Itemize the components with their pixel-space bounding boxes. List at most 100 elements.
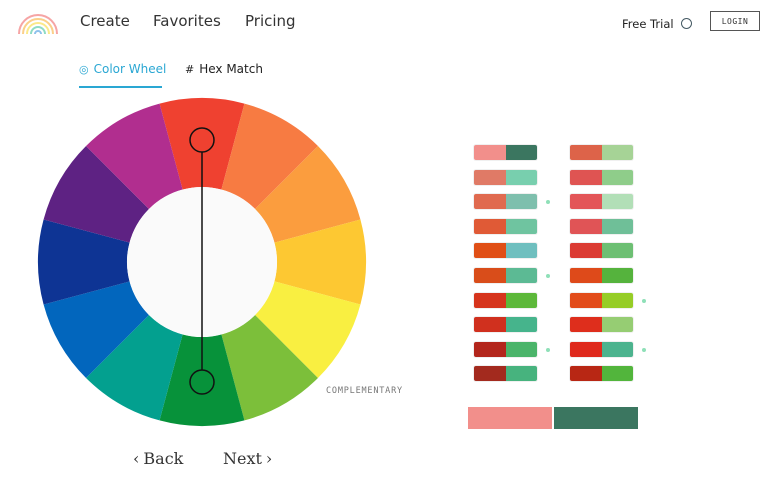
- color-swatch[interactable]: [505, 341, 537, 357]
- color-swatch[interactable]: [474, 243, 506, 259]
- nav-pricing[interactable]: Pricing: [245, 12, 296, 30]
- wheel-segment[interactable]: [43, 146, 149, 243]
- tab-color-wheel-label: Color Wheel: [93, 62, 167, 76]
- palette-pair-indicator-dot: [642, 347, 646, 352]
- palette-pair-swatch[interactable]: [570, 341, 633, 357]
- wheel-segment[interactable]: [221, 103, 318, 209]
- next-button[interactable]: Next ›: [223, 449, 272, 468]
- selected-primary-swatch[interactable]: [468, 407, 552, 429]
- back-label: Back: [143, 449, 184, 468]
- wheel-segment[interactable]: [86, 315, 183, 421]
- color-swatch[interactable]: [570, 366, 602, 382]
- color-swatch[interactable]: [474, 268, 506, 283]
- color-swatch[interactable]: [570, 268, 602, 283]
- palette-pair-swatch[interactable]: [570, 169, 633, 185]
- palette-pair-swatch[interactable]: [474, 317, 537, 333]
- color-swatch[interactable]: [570, 218, 602, 234]
- color-swatch[interactable]: [474, 145, 506, 160]
- palette-pair-indicator-dot: [546, 347, 550, 352]
- palette-pair-swatch[interactable]: [474, 366, 537, 382]
- palette-pair-swatch[interactable]: [474, 268, 537, 283]
- complement-color-handle[interactable]: [189, 369, 215, 395]
- color-swatch[interactable]: [601, 169, 633, 185]
- tab-color-wheel[interactable]: ◎ Color Wheel: [79, 62, 166, 88]
- color-swatch[interactable]: [601, 145, 633, 160]
- nav-favorites[interactable]: Favorites: [153, 12, 221, 30]
- next-label: Next: [223, 449, 262, 468]
- palette-pair-swatch[interactable]: [570, 243, 633, 259]
- palette-pair-swatch[interactable]: [474, 292, 537, 308]
- color-swatch[interactable]: [570, 169, 602, 185]
- color-swatch[interactable]: [601, 341, 633, 357]
- color-swatch[interactable]: [505, 292, 537, 308]
- palette-pair-swatch[interactable]: [474, 194, 537, 210]
- color-swatch[interactable]: [601, 218, 633, 234]
- color-swatch[interactable]: [505, 366, 537, 382]
- wheel-segment[interactable]: [255, 146, 361, 243]
- color-swatch[interactable]: [570, 317, 602, 333]
- color-swatch[interactable]: [474, 366, 506, 382]
- palette-pair-swatch[interactable]: [570, 317, 633, 333]
- chevron-right-icon: ›: [265, 449, 273, 468]
- color-swatch[interactable]: [570, 341, 602, 357]
- color-swatch[interactable]: [505, 194, 537, 210]
- palette-pair-swatch[interactable]: [570, 145, 633, 160]
- wheel-segment[interactable]: [37, 219, 130, 305]
- palette-pair-swatch[interactable]: [474, 169, 537, 185]
- circle-toggle-icon[interactable]: [681, 18, 692, 29]
- color-swatch[interactable]: [505, 145, 537, 160]
- palette-pair-indicator-dot: [546, 200, 550, 205]
- color-wheel[interactable]: [34, 94, 370, 430]
- free-trial-link[interactable]: Free Trial: [622, 17, 674, 31]
- back-button[interactable]: ‹ Back: [133, 449, 183, 468]
- color-swatch[interactable]: [601, 317, 633, 333]
- color-swatch[interactable]: [570, 194, 602, 210]
- tab-hex-match[interactable]: # Hex Match: [185, 62, 263, 88]
- primary-color-handle[interactable]: [189, 127, 215, 153]
- color-swatch[interactable]: [570, 292, 602, 308]
- palette-pair-swatch[interactable]: [474, 218, 537, 234]
- color-swatch[interactable]: [474, 194, 506, 210]
- selected-complement-swatch[interactable]: [554, 407, 638, 429]
- color-swatch[interactable]: [474, 169, 506, 185]
- tab-hex-match-label: Hex Match: [199, 62, 263, 76]
- login-button[interactable]: LOGIN: [710, 11, 760, 31]
- chevron-left-icon: ‹: [133, 449, 140, 468]
- color-swatch[interactable]: [601, 292, 633, 308]
- palette-pair-indicator-dot: [642, 298, 646, 303]
- color-swatch[interactable]: [474, 292, 506, 308]
- color-swatch[interactable]: [474, 317, 506, 333]
- wheel-segment[interactable]: [43, 281, 149, 378]
- rainbow-logo-icon[interactable]: [16, 10, 60, 34]
- color-swatch[interactable]: [601, 194, 633, 210]
- color-swatch[interactable]: [601, 366, 633, 382]
- wheel-segment[interactable]: [274, 219, 366, 305]
- color-swatch[interactable]: [505, 218, 537, 234]
- palette-pair-swatch[interactable]: [570, 292, 633, 308]
- color-swatch[interactable]: [570, 243, 602, 259]
- wheel-segment[interactable]: [221, 315, 318, 421]
- wheel-segment[interactable]: [255, 281, 361, 378]
- color-wheel-icon: ◎: [79, 63, 89, 76]
- color-swatch[interactable]: [601, 268, 633, 283]
- color-swatch[interactable]: [474, 341, 506, 357]
- palette-pair-swatch[interactable]: [570, 366, 633, 382]
- hash-icon: #: [185, 63, 195, 76]
- color-swatch[interactable]: [474, 218, 506, 234]
- palette-pair-swatch[interactable]: [474, 341, 537, 357]
- palette-pair-swatch[interactable]: [570, 218, 633, 234]
- palette-pair-indicator-dot: [546, 274, 550, 278]
- color-swatch[interactable]: [505, 169, 537, 185]
- color-swatch[interactable]: [601, 243, 633, 259]
- palette-pair-swatch[interactable]: [570, 194, 633, 210]
- harmony-mode-label[interactable]: COMPLEMENTARY: [326, 386, 403, 396]
- color-swatch[interactable]: [570, 145, 602, 160]
- palette-pair-swatch[interactable]: [474, 145, 537, 160]
- wheel-segment[interactable]: [86, 103, 183, 209]
- palette-pair-swatch[interactable]: [474, 243, 537, 259]
- palette-pair-swatch[interactable]: [570, 268, 633, 283]
- color-swatch[interactable]: [505, 268, 537, 283]
- color-swatch[interactable]: [505, 317, 537, 333]
- nav-create[interactable]: Create: [80, 12, 130, 30]
- color-swatch[interactable]: [505, 243, 537, 259]
